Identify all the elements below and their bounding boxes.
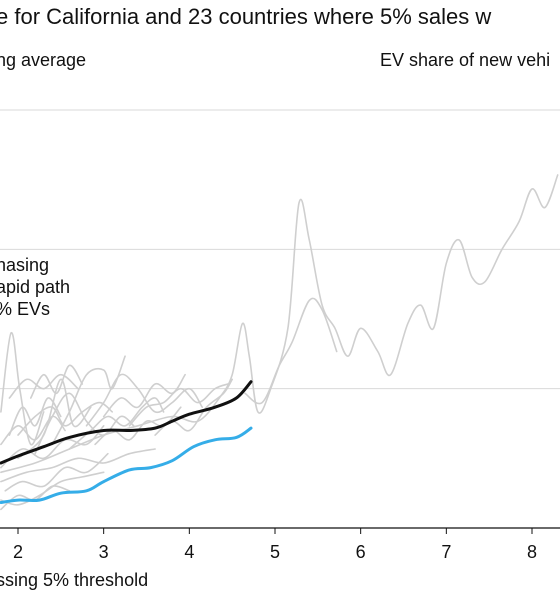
series-line-gray-22: [102, 373, 186, 418]
series-line-gray-7: [51, 355, 126, 446]
gridlines: [0, 109, 560, 390]
x-tick-label-5: 5: [270, 542, 280, 562]
series-line-gray-3: [244, 297, 338, 405]
series-line-gray-16: [4, 452, 109, 492]
annotation-line-2: apid path: [0, 277, 71, 297]
series-line-gray-21: [30, 364, 84, 399]
series-line-gray-2: [0, 174, 559, 474]
x-tick-label-7: 7: [441, 542, 451, 562]
chart-title: e for California and 23 countries where …: [0, 4, 492, 29]
right-subtitle: EV share of new vehi: [380, 50, 551, 70]
left-subtitle: ng average: [0, 50, 87, 70]
x-tick-label-3: 3: [99, 542, 109, 562]
x-tick-label-2: 2: [13, 542, 23, 562]
x-axis-ticks: 2 3 4 5 6 7 8: [13, 528, 537, 562]
series-line-gray-11: [0, 471, 105, 506]
series-line-gray-14: [0, 415, 66, 446]
series-line-gray-9: [0, 448, 156, 483]
series-line-gray-5: [0, 332, 45, 446]
series-line-gray-13: [128, 383, 229, 427]
path-annotation: hasing apid path % EVs: [0, 254, 70, 320]
x-axis-label: ssing 5% threshold: [0, 570, 149, 590]
x-tick-label-4: 4: [184, 542, 194, 562]
series-line-highlight: [0, 426, 253, 504]
series-line-gray-17: [8, 397, 62, 436]
annotation-line-3: % EVs: [0, 299, 51, 319]
x-tick-label-8: 8: [527, 542, 537, 562]
series-line-gray-15: [68, 397, 165, 450]
annotation-line-1: hasing: [0, 255, 50, 275]
series-lines: [0, 174, 559, 511]
series-line-gray-4: [17, 401, 113, 436]
x-tick-label-6: 6: [356, 542, 366, 562]
series-line-black: [0, 380, 253, 465]
series-line-gray-6: [17, 378, 92, 460]
series-line-gray-8: [85, 373, 203, 427]
series-line-gray-20: [0, 425, 105, 469]
series-line-gray-10: [8, 373, 79, 399]
